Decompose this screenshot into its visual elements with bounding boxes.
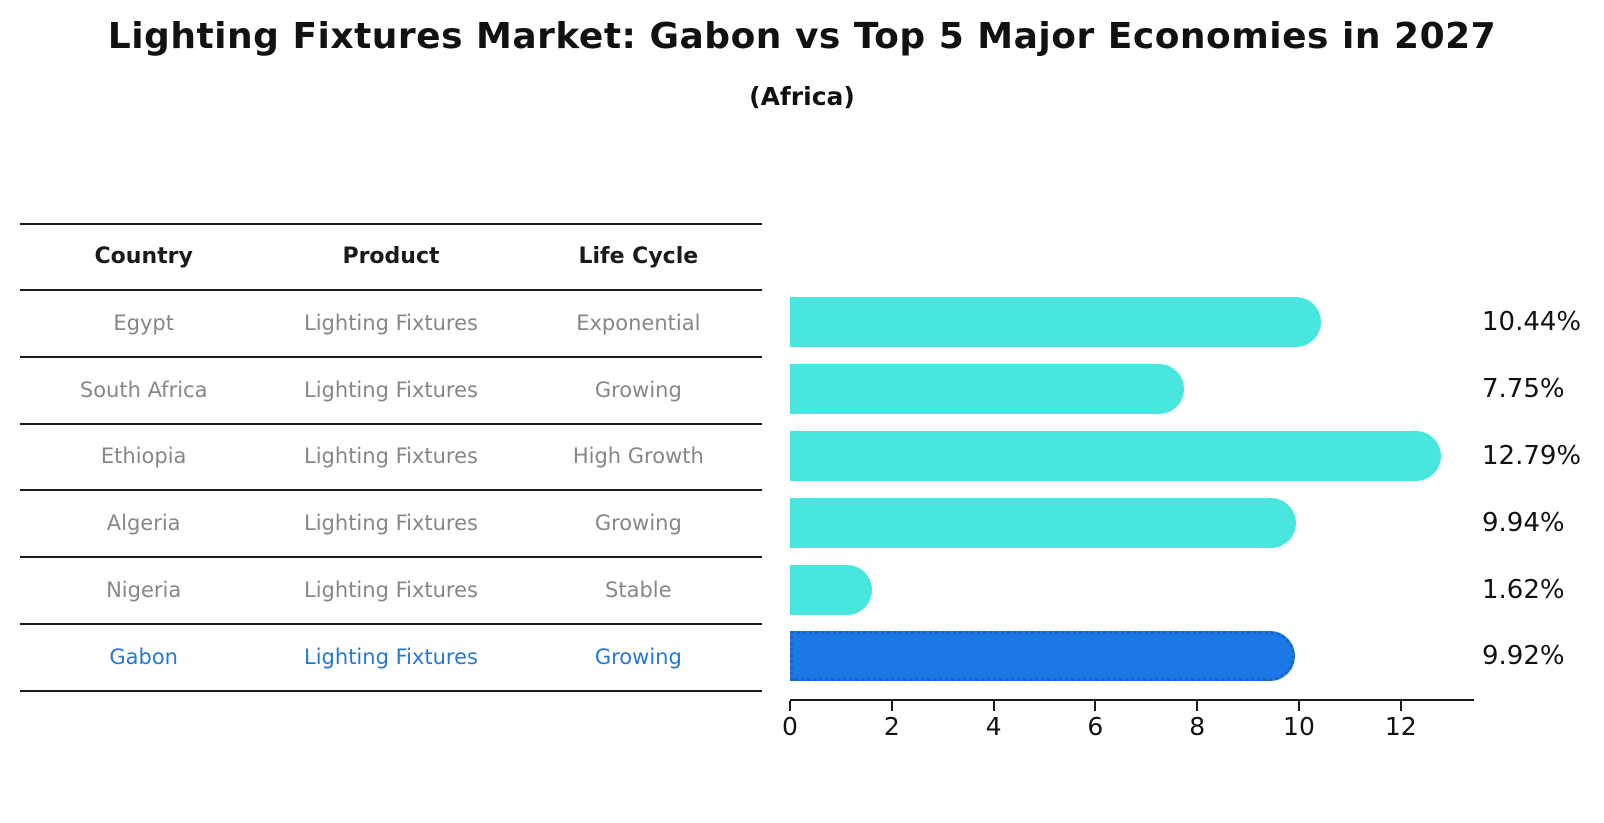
table-cell-country: Nigeria xyxy=(106,578,182,603)
table-cell-product: Lighting Fixtures xyxy=(304,644,478,669)
x-tick-label-8: 8 xyxy=(1189,712,1206,741)
table-cell-country: South Africa xyxy=(79,377,208,402)
x-tick-mark-6 xyxy=(1094,701,1097,711)
x-tick-label-4: 4 xyxy=(985,712,1002,741)
x-axis xyxy=(790,699,1474,701)
chart-title: Lighting Fixtures Market: Gabon vs Top 5… xyxy=(107,16,1497,57)
table-row-algeria: Algeria Lighting Fixtures Growing xyxy=(20,491,762,559)
table-cell-product: Lighting Fixtures xyxy=(304,377,478,402)
bar-south-africa xyxy=(790,364,1185,415)
table-cell-life-cycle: Growing xyxy=(594,644,682,669)
bar-egypt xyxy=(790,297,1322,348)
value-label-egypt: 10.44% xyxy=(1482,307,1582,338)
chart-subtitle: (Africa) xyxy=(749,82,855,111)
x-tick-mark-8 xyxy=(1196,701,1199,711)
table-cell-country: Gabon xyxy=(109,644,178,669)
x-tick-mark-10 xyxy=(1297,701,1300,711)
table-cell-life-cycle: Growing xyxy=(594,511,682,536)
table-row-nigeria: Nigeria Lighting Fixtures Stable xyxy=(20,558,762,625)
table-cell-life-cycle: Exponential xyxy=(576,310,701,335)
x-tick-mark-4 xyxy=(992,701,995,711)
table-row-ethiopia: Ethiopia Lighting Fixtures High Growth xyxy=(20,425,762,492)
table-cell-life-cycle: Stable xyxy=(605,578,672,603)
x-tick-mark-12 xyxy=(1399,701,1402,711)
x-tick-mark-0 xyxy=(789,701,791,711)
bar-ethiopia xyxy=(790,431,1441,481)
column-header-country: Country xyxy=(94,244,193,269)
value-label-nigeria: 1.62% xyxy=(1482,574,1565,605)
column-header-life-cycle: Life Cycle xyxy=(578,244,699,269)
x-tick-mark-2 xyxy=(890,701,893,711)
table-cell-country: Ethiopia xyxy=(100,444,187,469)
bar-nigeria xyxy=(790,564,873,615)
table-header-row: Country Product Life Cycle xyxy=(20,225,762,291)
x-tick-label-2: 2 xyxy=(883,712,900,741)
table-cell-product: Lighting Fixtures xyxy=(304,578,478,603)
data-table: Country Product Life Cycle Egypt Lighting… xyxy=(20,223,762,692)
table-cell-life-cycle: Growing xyxy=(594,377,682,402)
table-cell-country: Egypt xyxy=(113,310,174,335)
table-body: Egypt Lighting Fixtures Exponential South A… xyxy=(20,291,762,692)
x-tick-label-12: 12 xyxy=(1384,712,1417,741)
x-tick-label-10: 10 xyxy=(1283,712,1315,741)
table-cell-country: Algeria xyxy=(106,511,181,536)
x-tick-label-6: 6 xyxy=(1087,712,1104,741)
table-row-south-africa: South Africa Lighting Fixtures Growing xyxy=(20,358,762,425)
table-cell-product: Lighting Fixtures xyxy=(304,310,478,335)
value-label-ethiopia: 12.79% xyxy=(1482,441,1582,471)
x-tick-label-0: 0 xyxy=(782,712,798,741)
table-row-gabon: Gabon Lighting Fixtures Growing xyxy=(20,625,762,692)
column-header-product: Product xyxy=(342,244,440,269)
table-row-egypt: Egypt Lighting Fixtures Exponential xyxy=(20,291,762,358)
table-cell-life-cycle: High Growth xyxy=(572,444,704,469)
value-label-south-africa: 7.75% xyxy=(1482,374,1565,405)
bar-algeria xyxy=(790,497,1296,548)
table-cell-product: Lighting Fixtures xyxy=(304,444,478,469)
value-label-algeria: 9.94% xyxy=(1482,507,1565,538)
value-label-gabon: 9.92% xyxy=(1482,641,1565,672)
bar-gabon xyxy=(790,631,1295,682)
table-cell-product: Lighting Fixtures xyxy=(304,511,478,536)
